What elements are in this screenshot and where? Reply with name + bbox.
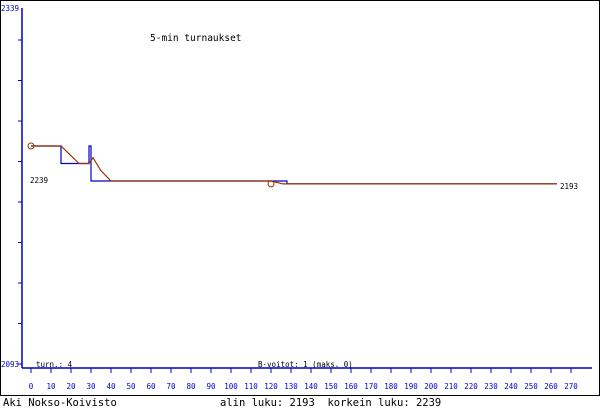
x-tick-label: 110 [244, 382, 258, 391]
series-line [31, 145, 557, 185]
x-tick-label: 220 [464, 382, 478, 391]
x-tick-label: 250 [524, 382, 538, 391]
y-top-label: 2339 [1, 4, 19, 13]
x-tick-label: 100 [224, 382, 238, 391]
x-tick-label: 270 [564, 382, 578, 391]
chart-frame [0, 0, 600, 396]
x-tick-label: 240 [504, 382, 518, 391]
player-name: Aki Nokso-Koivisto [3, 397, 117, 409]
x-tick-label: 170 [364, 382, 378, 391]
x-tick-label: 70 [166, 382, 176, 391]
bonus-wins-label: B-voitot: 1 (maks. 0) [258, 360, 353, 369]
turn-count-label: turn.: 4 [36, 360, 73, 369]
x-tick-label: 150 [324, 382, 338, 391]
x-tick-label: 140 [304, 382, 318, 391]
x-tick-label: 10 [46, 382, 56, 391]
series-layer [31, 145, 557, 185]
x-axis-ticks: 0 10 20 30 40 50 60 70 80 90 100 110 120 130 140 150 160… [29, 368, 578, 391]
data-marker [267, 180, 275, 188]
x-tick-label: 60 [146, 382, 156, 391]
x-tick-label: 20 [66, 382, 76, 391]
chart-title: 5-min turnaukset [150, 33, 242, 44]
y-bottom-label: 2093 [1, 360, 19, 369]
x-tick-label: 180 [384, 382, 398, 391]
x-tick-label: 0 [29, 382, 34, 391]
x-tick-label: 80 [186, 382, 196, 391]
x-tick-label: 50 [126, 382, 136, 391]
x-tick-label: 230 [484, 382, 498, 391]
series-line [31, 145, 557, 185]
x-tick-label: 40 [106, 382, 116, 391]
x-tick-label: 210 [444, 382, 458, 391]
x-tick-label: 260 [544, 382, 558, 391]
marker-layer [27, 142, 275, 188]
x-tick-label: 90 [206, 382, 216, 391]
x-tick-label: 30 [86, 382, 96, 391]
start-value-label: 2239 [30, 176, 48, 185]
x-tick-label: 120 [264, 382, 278, 391]
rating-stats: alin luku: 2193 korkein luku: 2239 [220, 397, 442, 409]
end-value-label: 2193 [560, 182, 578, 191]
y-axis-ticks [18, 39, 22, 365]
x-tick-label: 130 [284, 382, 298, 391]
x-tick-label: 200 [424, 382, 438, 391]
x-tick-label: 190 [404, 382, 418, 391]
x-tick-label: 160 [344, 382, 358, 391]
data-marker [27, 142, 35, 150]
